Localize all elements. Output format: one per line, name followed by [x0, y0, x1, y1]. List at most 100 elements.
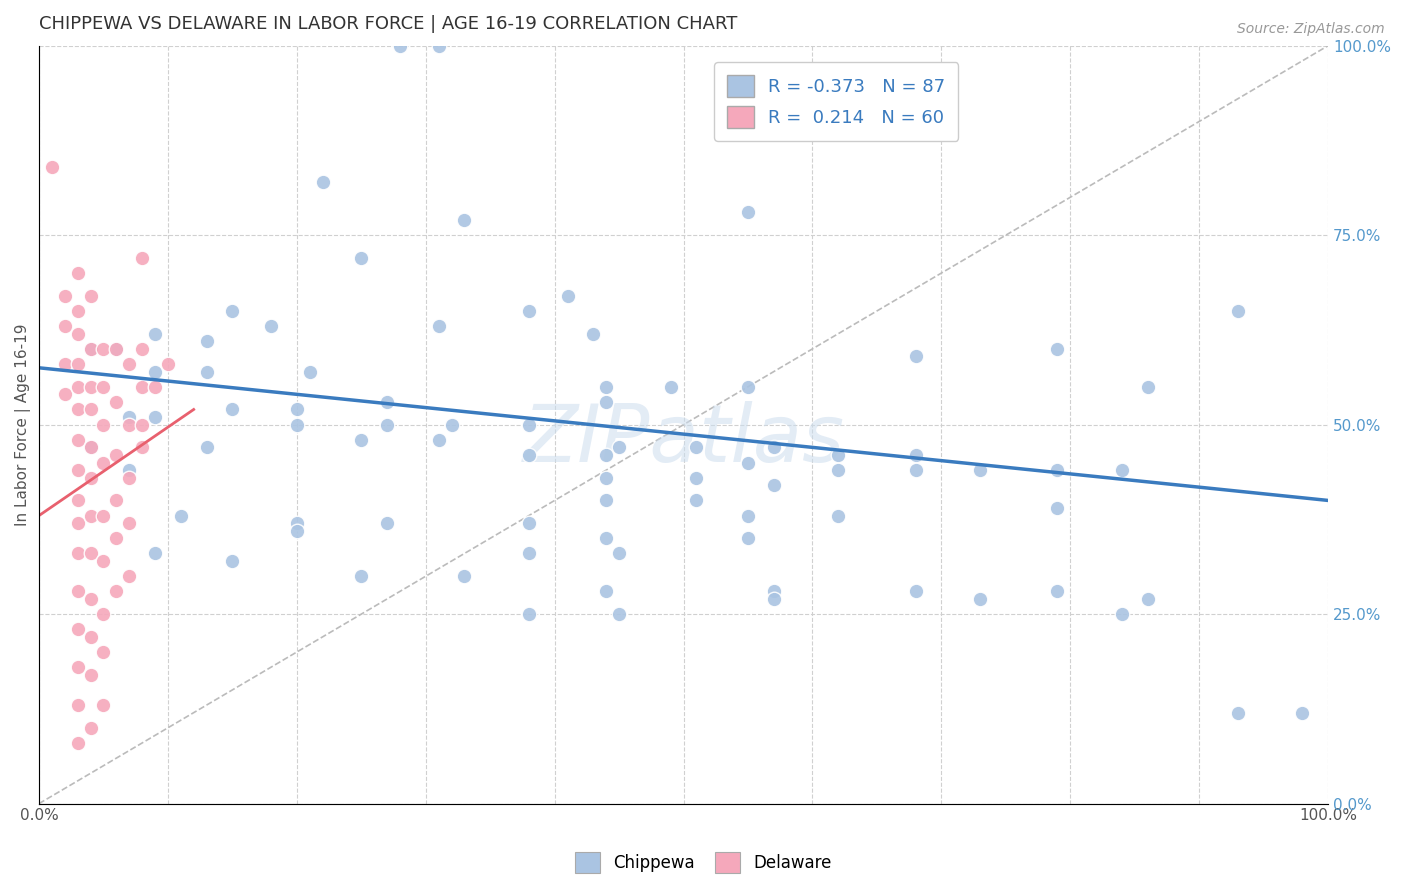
Point: [827, 448, 849, 462]
Point: [595, 493, 617, 508]
Point: [66, 266, 89, 280]
Point: [105, 493, 128, 508]
Point: [517, 304, 540, 318]
Point: [131, 417, 153, 432]
Point: [659, 380, 682, 394]
Point: [1046, 342, 1069, 356]
Point: [143, 326, 166, 341]
Point: [93, 607, 115, 621]
Text: CHIPPEWA VS DELAWARE IN LABOR FORCE | AGE 16-19 CORRELATION CHART: CHIPPEWA VS DELAWARE IN LABOR FORCE | AG…: [39, 15, 737, 33]
Point: [93, 380, 115, 394]
Point: [105, 532, 128, 546]
Point: [607, 607, 630, 621]
Point: [517, 547, 540, 561]
Point: [1226, 304, 1249, 318]
Point: [427, 319, 450, 334]
Point: [66, 547, 89, 561]
Point: [1046, 463, 1069, 477]
Point: [105, 448, 128, 462]
Point: [143, 547, 166, 561]
Point: [131, 380, 153, 394]
Point: [93, 456, 115, 470]
Point: [79, 342, 101, 356]
Point: [118, 410, 141, 425]
Point: [285, 402, 308, 417]
Point: [285, 417, 308, 432]
Point: [93, 645, 115, 659]
Point: [66, 380, 89, 394]
Point: [453, 569, 475, 583]
Point: [904, 350, 927, 364]
Point: [762, 591, 785, 606]
Point: [143, 380, 166, 394]
Point: [285, 516, 308, 531]
Point: [79, 441, 101, 455]
Point: [131, 441, 153, 455]
Point: [517, 417, 540, 432]
Point: [427, 433, 450, 447]
Point: [79, 508, 101, 523]
Point: [66, 622, 89, 636]
Point: [762, 584, 785, 599]
Point: [311, 175, 333, 189]
Point: [93, 554, 115, 568]
Point: [79, 547, 101, 561]
Point: [285, 524, 308, 538]
Point: [607, 547, 630, 561]
Point: [904, 584, 927, 599]
Point: [143, 410, 166, 425]
Point: [350, 569, 373, 583]
Point: [118, 516, 141, 531]
Point: [375, 516, 398, 531]
Point: [53, 387, 76, 401]
Point: [517, 607, 540, 621]
Point: [118, 569, 141, 583]
Point: [118, 357, 141, 371]
Point: [118, 471, 141, 485]
Point: [762, 441, 785, 455]
Point: [66, 516, 89, 531]
Point: [93, 508, 115, 523]
Point: [685, 493, 707, 508]
Point: [595, 380, 617, 394]
Point: [79, 289, 101, 303]
Point: [93, 698, 115, 712]
Point: [375, 417, 398, 432]
Text: Source: ZipAtlas.com: Source: ZipAtlas.com: [1237, 22, 1385, 37]
Point: [170, 508, 193, 523]
Point: [105, 342, 128, 356]
Point: [195, 441, 218, 455]
Point: [1046, 584, 1069, 599]
Point: [131, 251, 153, 265]
Point: [595, 448, 617, 462]
Point: [517, 516, 540, 531]
Point: [1136, 591, 1159, 606]
Point: [66, 433, 89, 447]
Point: [440, 417, 463, 432]
Point: [607, 441, 630, 455]
Point: [93, 417, 115, 432]
Point: [66, 736, 89, 750]
Point: [66, 660, 89, 674]
Point: [105, 584, 128, 599]
Point: [79, 630, 101, 644]
Point: [66, 584, 89, 599]
Point: [79, 667, 101, 681]
Point: [66, 304, 89, 318]
Point: [79, 471, 101, 485]
Point: [827, 463, 849, 477]
Point: [427, 38, 450, 53]
Point: [118, 417, 141, 432]
Legend: R = -0.373   N = 87, R =  0.214   N = 60: R = -0.373 N = 87, R = 0.214 N = 60: [714, 62, 957, 141]
Text: ZIPatlas: ZIPatlas: [523, 401, 845, 479]
Point: [737, 456, 759, 470]
Point: [453, 213, 475, 227]
Point: [105, 342, 128, 356]
Point: [350, 251, 373, 265]
Point: [737, 380, 759, 394]
Point: [737, 532, 759, 546]
Point: [221, 402, 243, 417]
Point: [969, 463, 991, 477]
Point: [66, 698, 89, 712]
Point: [105, 395, 128, 409]
